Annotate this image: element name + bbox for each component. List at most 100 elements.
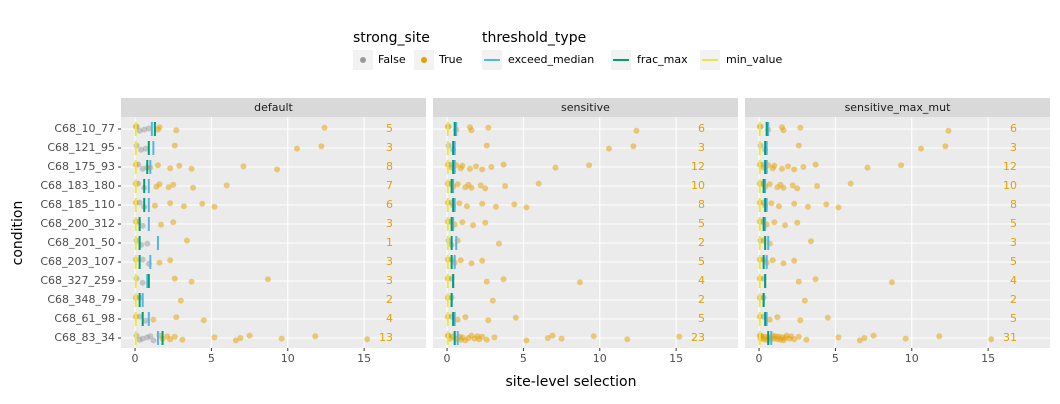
point xyxy=(500,161,507,168)
point xyxy=(468,184,475,191)
point xyxy=(462,314,469,321)
point xyxy=(945,127,952,134)
point xyxy=(835,334,842,341)
point xyxy=(156,124,163,131)
point xyxy=(771,162,778,169)
point xyxy=(823,201,830,208)
count-label: 5 xyxy=(698,312,705,325)
point xyxy=(898,162,905,169)
count-label: 10 xyxy=(1003,179,1017,192)
point xyxy=(170,181,177,188)
x-tick-label: 15 xyxy=(981,352,995,365)
count-label: 4 xyxy=(1010,274,1017,287)
point xyxy=(791,166,798,173)
y-tick-label: C68_200_312 xyxy=(40,217,115,230)
count-label: 3 xyxy=(386,217,393,230)
legend-title: threshold_type xyxy=(482,30,586,46)
point xyxy=(814,183,821,189)
point xyxy=(150,337,157,344)
count-label: 3 xyxy=(386,255,393,268)
count-label: 3 xyxy=(386,274,393,287)
count-label: 6 xyxy=(386,198,393,211)
point xyxy=(156,181,163,188)
point xyxy=(785,163,792,170)
point xyxy=(176,162,183,169)
y-tick-label: C68_348_79 xyxy=(47,293,115,306)
point xyxy=(171,333,178,340)
point xyxy=(479,333,486,340)
point xyxy=(812,276,819,283)
point xyxy=(630,143,637,150)
count-label: 5 xyxy=(386,122,393,135)
point xyxy=(139,222,146,229)
point xyxy=(211,203,218,210)
point xyxy=(485,124,492,131)
point xyxy=(171,142,178,149)
point xyxy=(902,335,909,342)
point xyxy=(477,182,484,189)
point xyxy=(150,316,157,323)
point xyxy=(482,219,489,226)
point xyxy=(483,336,490,343)
point xyxy=(274,166,281,173)
count-label: 5 xyxy=(698,255,705,268)
count-label: 2 xyxy=(1010,293,1017,306)
count-label: 7 xyxy=(386,179,393,192)
point xyxy=(485,317,492,324)
point xyxy=(142,317,149,324)
strip xyxy=(433,98,738,117)
point xyxy=(824,314,831,321)
point xyxy=(479,166,486,173)
point xyxy=(454,316,461,323)
point xyxy=(791,200,798,207)
point xyxy=(479,257,486,264)
strip xyxy=(745,98,1050,117)
x-axis-label: site-level selection xyxy=(505,374,636,390)
legend-label: min_value xyxy=(726,53,783,66)
y-tick-label: C68_121_95 xyxy=(47,141,115,154)
point xyxy=(180,203,187,210)
point xyxy=(463,203,470,210)
point xyxy=(495,240,502,247)
point xyxy=(800,164,807,170)
point xyxy=(293,145,300,152)
point xyxy=(864,164,871,171)
x-tick-label: 5 xyxy=(208,352,215,365)
count-label: 2 xyxy=(698,293,705,306)
panel xyxy=(433,117,738,348)
point xyxy=(240,163,247,170)
point xyxy=(552,164,559,171)
count-label: 8 xyxy=(698,198,705,211)
point xyxy=(576,279,583,286)
count-label: 13 xyxy=(379,331,393,344)
point xyxy=(870,332,877,339)
count-label: 31 xyxy=(1003,331,1017,344)
point xyxy=(807,238,814,245)
point xyxy=(861,335,868,341)
point xyxy=(139,165,146,172)
point xyxy=(633,127,640,134)
point xyxy=(470,222,477,229)
x-tick-label: 15 xyxy=(669,352,683,365)
point xyxy=(856,337,863,344)
point xyxy=(456,200,463,207)
count-label: 2 xyxy=(698,236,705,249)
point xyxy=(549,332,556,339)
y-tick-label: C68_203_107 xyxy=(40,255,115,268)
point xyxy=(188,165,195,172)
point xyxy=(766,181,773,188)
count-label: 1 xyxy=(386,236,393,249)
point xyxy=(780,184,787,191)
legend-marker xyxy=(360,57,366,63)
point xyxy=(167,257,174,264)
count-label: 8 xyxy=(386,160,393,173)
point xyxy=(795,278,802,285)
point xyxy=(479,200,486,207)
point xyxy=(167,336,174,343)
point xyxy=(364,336,371,343)
point xyxy=(167,200,174,207)
point xyxy=(246,332,253,339)
count-label: 23 xyxy=(691,331,705,344)
point xyxy=(523,337,530,344)
point xyxy=(138,146,145,153)
